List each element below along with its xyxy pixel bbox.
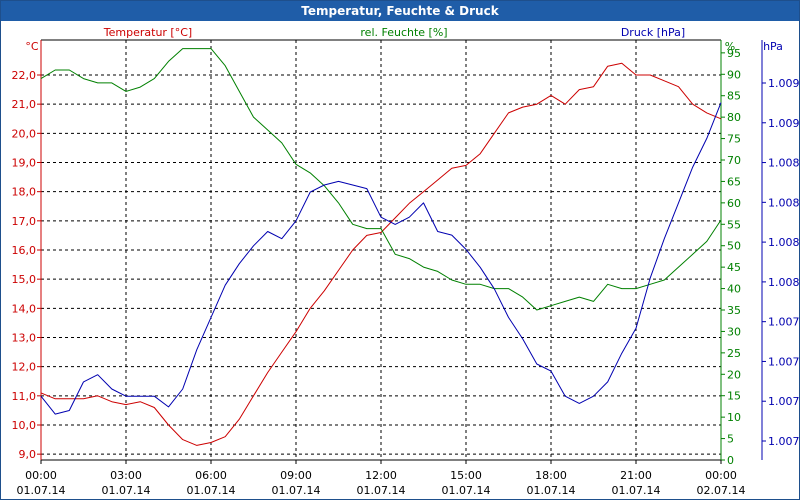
x-tick-time-label: 15:00 (450, 469, 482, 482)
temperature-tick-label: 16,0 (12, 244, 37, 257)
temperature-tick-label: 12,0 (12, 361, 37, 374)
x-tick-date-label: 01.07.14 (442, 484, 491, 497)
humidity-tick-label: 80 (727, 111, 741, 124)
humidity-tick-label: 75 (727, 133, 741, 146)
x-tick-date-label: 01.07.14 (357, 484, 406, 497)
x-tick-date-label: 01.07.14 (102, 484, 151, 497)
temperature-tick-label: 15,0 (12, 273, 37, 286)
pressure-tick-label: 1.007 (768, 435, 800, 448)
humidity-tick-label: 40 (727, 283, 741, 296)
x-tick-date-label: 01.07.14 (187, 484, 236, 497)
pressure-axis-label: Druck [hPa] (621, 26, 685, 39)
x-tick-time-label: 09:00 (280, 469, 312, 482)
pressure-tick-label: 1.007 (768, 395, 800, 408)
x-tick-time-label: 21:00 (620, 469, 652, 482)
x-tick-time-label: 06:00 (195, 469, 227, 482)
temperature-unit-label: °C (25, 40, 39, 53)
humidity-tick-label: 0 (727, 454, 734, 467)
pressure-tick-label: 1.009 (768, 77, 800, 90)
humidity-axis-label: rel. Feuchte [%] (360, 26, 447, 39)
temperature-tick-label: 22,0 (12, 69, 37, 82)
pressure-tick-label: 1.008 (768, 157, 800, 170)
humidity-tick-label: 45 (727, 261, 741, 274)
humidity-unit-label: % (725, 40, 735, 53)
humidity-tick-label: 5 (727, 433, 734, 446)
x-tick-date-label: 01.07.14 (272, 484, 321, 497)
humidity-tick-label: 20 (727, 368, 741, 381)
x-tick-date-label: 02.07.14 (697, 484, 746, 497)
humidity-tick-label: 65 (727, 175, 741, 188)
humidity-tick-label: 55 (727, 218, 741, 231)
pressure-tick-label: 1.008 (768, 276, 800, 289)
temperature-tick-label: 18,0 (12, 186, 37, 199)
axes (37, 39, 766, 464)
humidity-tick-label: 85 (727, 90, 741, 103)
humidity-tick-label: 30 (727, 325, 741, 338)
temperature-tick-label: 17,0 (12, 215, 37, 228)
humidity-series-line (40, 48, 722, 311)
pressure-tick-label: 1.007 (768, 355, 800, 368)
grid-lines (41, 40, 721, 460)
x-tick-time-label: 03:00 (110, 469, 142, 482)
tick-labels: 9,0 10,0 11,0 12,0 13,0 14,0 15,0 16,0 17,0 18,0 1… (12, 47, 800, 497)
temperature-tick-label: 14,0 (12, 302, 37, 315)
humidity-tick-label: 95 (727, 47, 741, 60)
x-tick-date-label: 01.07.14 (17, 484, 66, 497)
pressure-unit-label: hPa (763, 40, 783, 53)
x-tick-time-label: 00:00 (25, 469, 57, 482)
humidity-tick-label: 90 (727, 68, 741, 81)
humidity-tick-label: 25 (727, 347, 741, 360)
x-tick-date-label: 01.07.14 (527, 484, 576, 497)
temperature-tick-label: 21,0 (12, 98, 37, 111)
temperature-tick-label: 19,0 (12, 157, 37, 170)
humidity-tick-label: 35 (727, 304, 741, 317)
pressure-tick-label: 1.008 (768, 236, 800, 249)
temperature-tick-label: 11,0 (12, 390, 37, 403)
chart-title: Temperatur, Feuchte & Druck (1, 1, 799, 21)
temperature-tick-label: 20,0 (12, 127, 37, 140)
x-tick-time-label: 18:00 (535, 469, 567, 482)
humidity-tick-label: 15 (727, 390, 741, 403)
temperature-axis-label: Temperatur [°C] (103, 26, 192, 39)
temperature-tick-label: 10,0 (12, 419, 37, 432)
humidity-tick-label: 50 (727, 240, 741, 253)
pressure-series-line (40, 102, 722, 415)
humidity-tick-label: 60 (727, 197, 741, 210)
humidity-tick-label: 70 (727, 154, 741, 167)
temperature-series-line (40, 62, 722, 446)
pressure-tick-label: 1.008 (768, 196, 800, 209)
temperature-tick-label: 9,0 (19, 448, 37, 461)
x-tick-time-label: 12:00 (365, 469, 397, 482)
x-tick-date-label: 01.07.14 (612, 484, 661, 497)
x-tick-time-label: 00:00 (705, 469, 737, 482)
series-lines (40, 48, 722, 446)
pressure-tick-label: 1.009 (768, 117, 800, 130)
temperature-tick-label: 13,0 (12, 332, 37, 345)
pressure-tick-label: 1.007 (768, 316, 800, 329)
humidity-tick-label: 10 (727, 411, 741, 424)
